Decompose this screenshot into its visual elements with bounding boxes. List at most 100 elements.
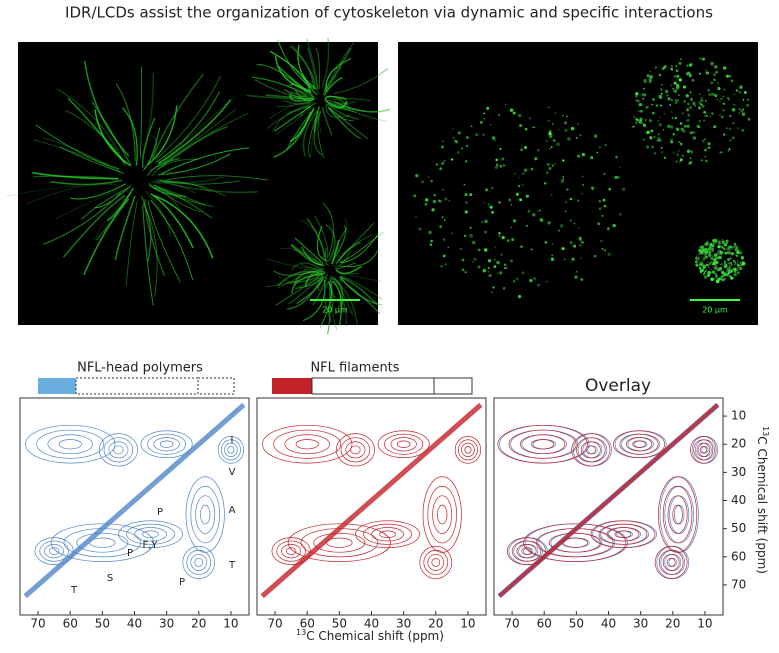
contour [271,537,311,566]
punctum [527,209,531,213]
punctum [546,163,550,167]
punctum [593,134,598,138]
punctum [608,187,612,191]
punctum [676,84,680,89]
punctum [710,268,713,270]
punctum [694,260,698,264]
punctum [747,117,751,121]
punctum [554,112,557,114]
punctum [501,235,505,240]
fiber [315,47,321,90]
punctum [523,168,528,172]
punctum [714,254,717,257]
fiber [299,219,325,261]
punctum [707,272,711,277]
punctum [733,270,737,273]
fiber [329,101,366,112]
contour [355,520,420,549]
punctum [415,215,417,218]
punctum [498,232,501,235]
punctum [456,151,460,154]
punctum [693,131,696,134]
punctum [723,277,727,281]
punctum [491,291,493,293]
punctum [634,121,638,125]
contour [666,558,676,567]
contour [39,540,69,562]
punctum [562,175,565,178]
punctum [680,127,684,131]
y-tick-label: 40 [731,493,746,507]
punctum [702,140,705,143]
punctum [489,124,492,126]
punctum [699,250,702,252]
contour [276,540,306,562]
punctum [604,249,607,252]
punctum [689,91,692,94]
punctum [593,254,597,258]
punctum [728,271,731,274]
punctum [725,127,728,130]
contour [340,437,371,463]
punctum [707,142,711,146]
fiber [289,45,315,90]
punctum [708,266,711,269]
fiber [83,198,130,276]
punctum [727,250,731,254]
fiber [254,79,308,98]
punctum [703,256,705,258]
fiber [314,215,329,260]
punctum [481,221,484,223]
punctum [710,247,714,251]
fiber [297,44,317,90]
punctum [717,241,721,245]
contour [523,523,627,562]
punctum [727,246,730,249]
punctum [725,239,729,243]
punctum [713,277,716,280]
x-tick-label: 70 [30,617,45,631]
punctum [566,188,569,191]
punctum [485,188,489,192]
punctum [733,93,736,96]
punctum [548,106,550,109]
fiber [325,47,352,90]
punctum [591,188,594,190]
punctum [672,133,675,136]
punctum [498,235,501,238]
punctum [710,81,714,85]
punctum [703,248,708,253]
punctum [431,208,435,212]
punctum [570,261,573,264]
punctum [444,263,447,266]
punctum [522,184,524,186]
punctum [741,128,745,132]
fiber [265,94,310,100]
punctum [680,58,682,61]
punctum [656,139,660,142]
punctum [682,85,687,89]
punctum [719,114,721,116]
x-tick-label: 50 [332,617,347,631]
fiber [125,201,138,286]
punctum [633,116,636,118]
punctum [742,98,745,101]
punctum [616,175,620,179]
punctum [683,99,686,103]
x-tick-label: 30 [159,617,174,631]
punctum [433,194,436,197]
contour [262,424,353,464]
punctum [502,164,506,167]
fiber [325,57,352,92]
punctum [675,65,678,67]
punctum [562,114,564,117]
contour [531,439,555,450]
punctum [670,125,674,129]
punctum [483,230,487,234]
contour [50,523,154,562]
contour [118,520,183,549]
contour [427,553,445,571]
punctum [707,146,711,150]
contour [25,424,116,464]
punctum [525,224,529,228]
